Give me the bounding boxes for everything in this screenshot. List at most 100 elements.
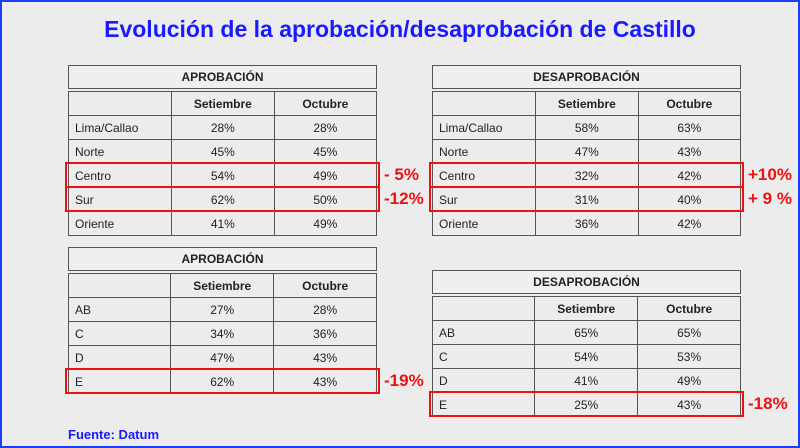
- value-cell: 58%: [535, 115, 639, 140]
- table-row: C 34% 36%: [67, 321, 377, 346]
- table-row: D 41% 49%: [431, 368, 741, 393]
- table-caption: DESAPROBACIÓN: [432, 270, 741, 294]
- row-label: Norte: [68, 139, 172, 164]
- table-row: Norte 45% 45%: [68, 139, 378, 164]
- value-cell: 63%: [637, 115, 742, 140]
- column-header: [431, 296, 536, 321]
- change-annotation: + 9 %: [748, 189, 792, 208]
- region-disapproval-table: DESAPROBACIÓN Setiembre Octubre Lima/Callao…: [432, 65, 742, 236]
- table-row: Oriente 36% 42%: [432, 211, 742, 236]
- value-cell: 43%: [273, 369, 377, 394]
- value-cell: 32%: [535, 163, 639, 188]
- highlight-box: [65, 368, 380, 394]
- value-cell: 42%: [637, 163, 742, 188]
- table-row: Norte 47% 43%: [432, 139, 742, 164]
- page-title: Evolución de la aprobación/desaprobación…: [104, 16, 696, 42]
- table-row: AB 27% 28%: [67, 297, 377, 322]
- table-caption: APROBACIÓN: [68, 65, 377, 89]
- highlight-box: [429, 391, 744, 417]
- value-cell: 47%: [170, 345, 275, 370]
- value-cell: 25%: [534, 392, 639, 417]
- row-label: Norte: [432, 139, 536, 164]
- row-label: Lima/Callao: [68, 115, 172, 140]
- value-cell: 41%: [171, 211, 275, 236]
- column-header: Setiembre: [534, 296, 639, 321]
- change-annotation: -12%: [384, 189, 424, 208]
- row-label: Lima/Callao: [432, 115, 536, 140]
- region-approval-table: APROBACIÓN Setiembre Octubre Lima/Callao 28%…: [68, 65, 378, 236]
- row-label: AB: [67, 297, 172, 322]
- table-caption: APROBACIÓN: [68, 247, 377, 271]
- row-label: C: [431, 344, 536, 369]
- value-cell: 54%: [171, 163, 275, 188]
- value-cell: 28%: [171, 115, 275, 140]
- table-row: Lima/Callao 28% 28%: [68, 115, 378, 140]
- table-caption: DESAPROBACIÓN: [432, 65, 741, 89]
- value-cell: 47%: [535, 139, 639, 164]
- segment-disapproval-table: DESAPROBACIÓN Setiembre Octubre AB 65% 65% C 54…: [431, 270, 741, 417]
- table-row: E 62% 43%: [67, 369, 377, 394]
- value-cell: 28%: [273, 297, 377, 322]
- segment-approval-table: APROBACIÓN Setiembre Octubre AB 27% 28% C 34% 36…: [67, 247, 377, 394]
- value-cell: 42%: [637, 211, 742, 236]
- change-annotation: -18%: [748, 394, 788, 413]
- column-header: Octubre: [637, 91, 742, 116]
- row-label: D: [431, 368, 536, 393]
- value-cell: 65%: [637, 320, 741, 345]
- row-label: Sur: [68, 187, 172, 212]
- row-label: AB: [431, 320, 536, 345]
- header-row: Setiembre Octubre: [67, 273, 377, 298]
- column-header: Setiembre: [171, 91, 275, 116]
- highlight-box: [65, 162, 380, 188]
- change-annotation: +10%: [748, 165, 792, 184]
- value-cell: 45%: [171, 139, 275, 164]
- column-header: [68, 91, 172, 116]
- value-cell: 43%: [637, 139, 742, 164]
- column-header: [432, 91, 536, 116]
- value-cell: 45%: [273, 139, 378, 164]
- value-cell: 49%: [637, 368, 741, 393]
- value-cell: 53%: [637, 344, 741, 369]
- value-cell: 34%: [170, 321, 275, 346]
- column-header: Octubre: [273, 273, 377, 298]
- value-cell: 62%: [170, 369, 275, 394]
- table-row: Sur 62% 50%: [68, 187, 378, 212]
- value-cell: 43%: [273, 345, 377, 370]
- table-row: Oriente 41% 49%: [68, 211, 378, 236]
- header-row: Setiembre Octubre: [432, 91, 742, 116]
- table-row: AB 65% 65%: [431, 320, 741, 345]
- table-row: Centro 32% 42%: [432, 163, 742, 188]
- source-note: Fuente: Datum: [68, 427, 159, 442]
- value-cell: 27%: [170, 297, 275, 322]
- highlight-box: [65, 186, 380, 212]
- row-label: D: [67, 345, 172, 370]
- row-label: Oriente: [68, 211, 172, 236]
- value-cell: 40%: [637, 187, 742, 212]
- value-cell: 54%: [534, 344, 639, 369]
- change-annotation: -19%: [384, 371, 424, 390]
- table-row: Lima/Callao 58% 63%: [432, 115, 742, 140]
- value-cell: 65%: [534, 320, 639, 345]
- value-cell: 28%: [273, 115, 378, 140]
- value-cell: 36%: [273, 321, 377, 346]
- row-label: E: [67, 369, 172, 394]
- column-header: Setiembre: [535, 91, 639, 116]
- value-cell: 41%: [534, 368, 639, 393]
- header-row: Setiembre Octubre: [431, 296, 741, 321]
- table-row: Sur 31% 40%: [432, 187, 742, 212]
- column-header: Octubre: [637, 296, 741, 321]
- row-label: C: [67, 321, 172, 346]
- header-row: Setiembre Octubre: [68, 91, 378, 116]
- value-cell: 36%: [535, 211, 639, 236]
- table-row: E 25% 43%: [431, 392, 741, 417]
- row-label: Oriente: [432, 211, 536, 236]
- highlight-box: [429, 186, 744, 212]
- highlight-box: [429, 162, 744, 188]
- table-row: D 47% 43%: [67, 345, 377, 370]
- column-header: Setiembre: [170, 273, 275, 298]
- column-header: Octubre: [273, 91, 378, 116]
- value-cell: 49%: [273, 211, 378, 236]
- column-header: [67, 273, 172, 298]
- table-row: C 54% 53%: [431, 344, 741, 369]
